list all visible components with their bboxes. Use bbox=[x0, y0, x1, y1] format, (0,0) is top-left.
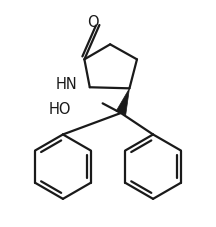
Polygon shape bbox=[116, 89, 129, 115]
Text: O: O bbox=[87, 15, 99, 30]
Text: HO: HO bbox=[49, 102, 71, 117]
Text: HN: HN bbox=[55, 77, 77, 92]
